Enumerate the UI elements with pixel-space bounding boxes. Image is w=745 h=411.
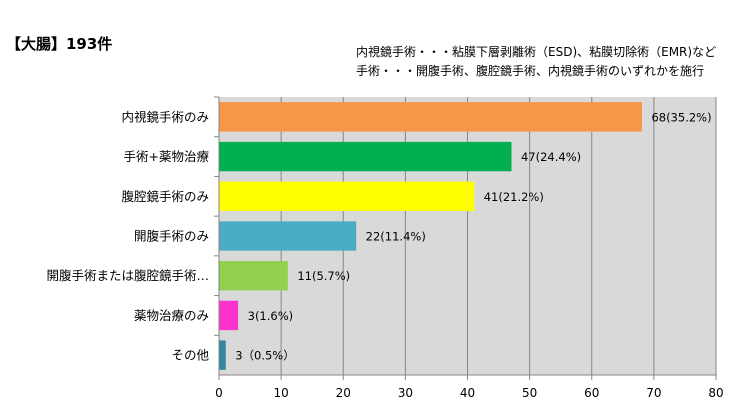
data-label: 68(35.2%) <box>651 110 711 124</box>
category-label: 手術+薬物治療 <box>124 149 210 164</box>
bar <box>219 181 475 211</box>
x-tick-label: 0 <box>215 386 223 400</box>
legend-note-endoscopic: 内視鏡手術・・・粘膜下層剥離術（ESD)、粘膜切除術（EMR)など <box>356 45 717 59</box>
x-tick-label: 30 <box>398 386 413 400</box>
category-label: 腹腔鏡手術のみ <box>121 189 209 204</box>
data-label: 22(11.4%) <box>366 230 426 244</box>
x-tick-label: 10 <box>273 386 288 400</box>
category-label: 内視鏡手術のみ <box>121 109 209 124</box>
x-tick-label: 60 <box>584 386 599 400</box>
chart-title: 【大腸】193件 <box>6 35 113 53</box>
x-tick-label: 50 <box>522 386 537 400</box>
bar <box>219 261 288 291</box>
x-tick-label: 20 <box>336 386 351 400</box>
data-label: 3(1.6%) <box>248 309 294 323</box>
x-tick-label: 70 <box>646 386 661 400</box>
bar <box>219 300 239 331</box>
category-label: その他 <box>171 348 209 363</box>
data-label: 47(24.4%) <box>521 150 581 164</box>
bar <box>219 102 642 132</box>
category-label: 開腹手術のみ <box>134 229 209 244</box>
data-label: 3（0.5%） <box>235 349 295 363</box>
bar <box>219 340 226 370</box>
bar <box>219 221 357 251</box>
data-label: 41(21.2%) <box>484 190 544 204</box>
category-label: 開腹手術または腹腔鏡手術… <box>46 268 209 283</box>
x-tick-label: 40 <box>460 386 475 400</box>
legend-note-surgery: 手術・・・開腹手術、腹腔鏡手術、内視鏡手術のいずれかを施行 <box>356 64 705 78</box>
x-tick-label: 80 <box>708 386 723 400</box>
data-label: 11(5.7%) <box>297 269 350 283</box>
bar <box>219 141 512 172</box>
category-label: 薬物治療のみ <box>134 308 209 323</box>
